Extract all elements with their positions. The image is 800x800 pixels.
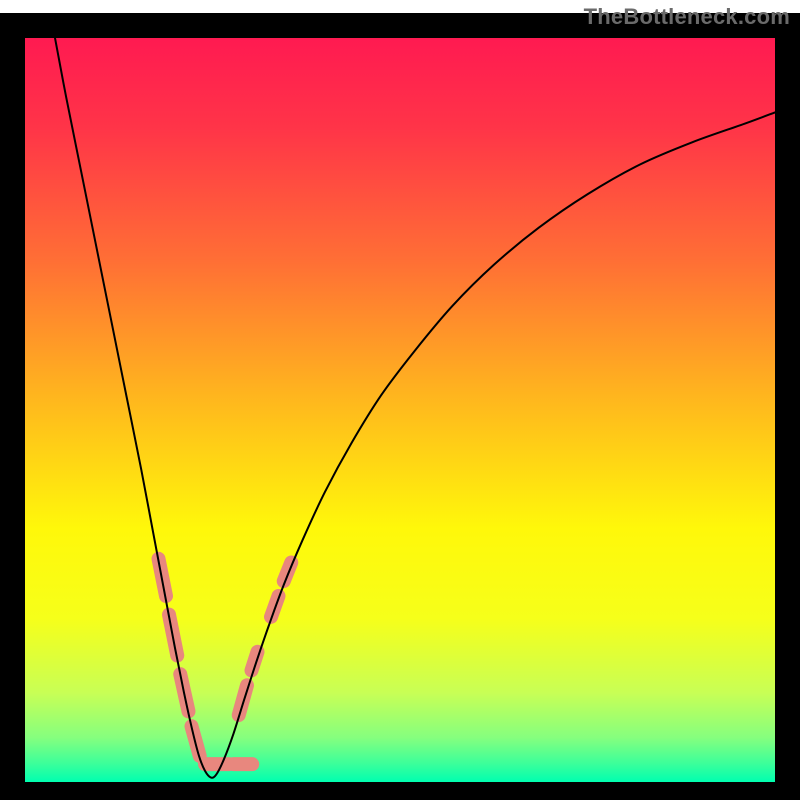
bottleneck-curve <box>55 38 775 778</box>
curve-layer <box>25 38 775 782</box>
watermark-text: TheBottleneck.com <box>584 4 790 30</box>
marker-capsule <box>284 563 292 582</box>
chart-canvas: TheBottleneck.com <box>0 0 800 800</box>
plot-area <box>25 38 775 782</box>
